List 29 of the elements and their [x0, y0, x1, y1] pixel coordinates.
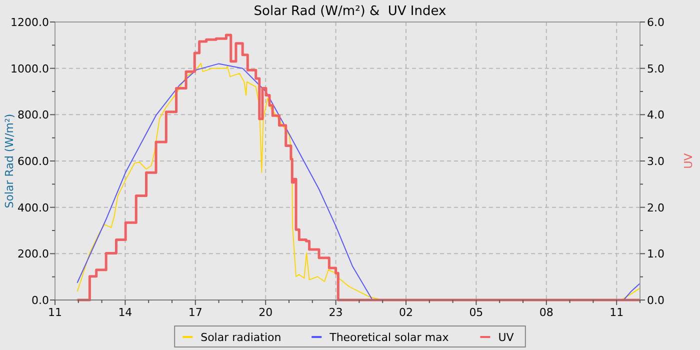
y2-axis-title: UV [682, 152, 695, 169]
y-tick-label: 0.0 [32, 294, 49, 307]
legend-label: Theoretical solar max [328, 331, 450, 344]
y-tick-label: 1200.0 [10, 16, 49, 29]
y2-tick-label: 1.0 [647, 248, 664, 261]
y-axis-title: Solar Rad (W/m²) [3, 114, 16, 208]
x-tick-label: 23 [328, 306, 343, 319]
legend-label: Solar radiation [200, 331, 282, 344]
x-tick-label: 11 [48, 306, 62, 319]
y2-tick-label: 4.0 [647, 108, 664, 122]
x-tick-label: 20 [258, 306, 273, 319]
y-tick-label: 1000.0 [10, 62, 49, 76]
y2-tick-label: 6.0 [647, 16, 664, 29]
x-tick-label: 17 [188, 306, 202, 319]
y2-tick-label: 5.0 [647, 62, 664, 76]
x-tick-label: 02 [399, 306, 413, 319]
y2-tick-label: 0.0 [647, 294, 664, 307]
y-tick-label: 800.0 [18, 108, 49, 122]
y-tick-label: 400.0 [18, 201, 49, 214]
y2-tick-label: 2.0 [647, 201, 664, 214]
y2-tick-label: 3.0 [647, 155, 664, 168]
y-tick-label: 200.0 [18, 248, 49, 261]
x-tick-label: 11 [610, 306, 624, 319]
x-tick-label: 14 [118, 306, 132, 319]
legend-label: UV [498, 331, 514, 344]
y-tick-label: 600.0 [18, 155, 49, 168]
x-tick-label: 05 [469, 306, 484, 319]
chart-title: Solar Rad (W/m²) & UV Index [254, 4, 447, 19]
x-tick-label: 08 [539, 306, 554, 319]
